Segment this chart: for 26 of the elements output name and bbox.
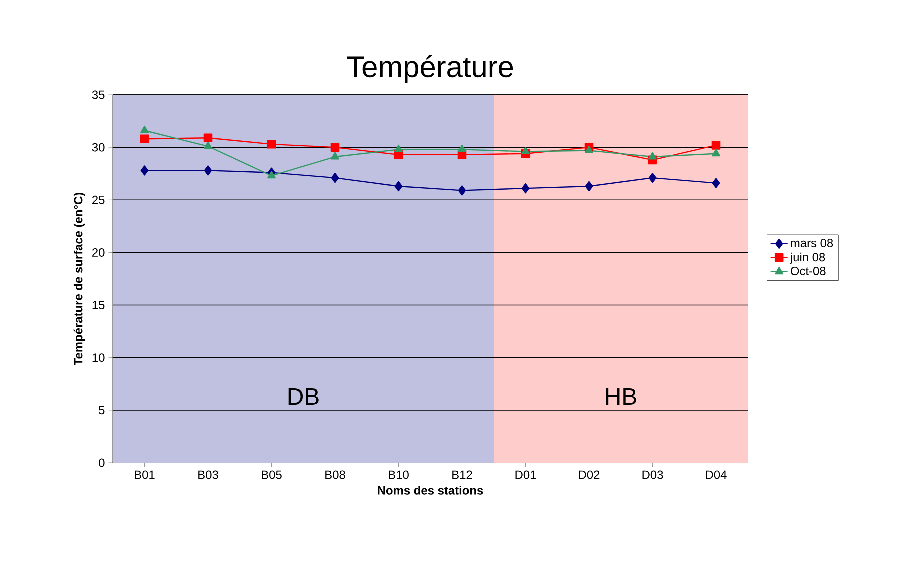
y-tick-label: 35 <box>92 90 105 100</box>
x-tick-label: B01 <box>135 470 155 480</box>
x-tick-label: D03 <box>642 470 664 480</box>
x-axis-title: Noms des stations <box>378 486 484 495</box>
band-label: DB <box>288 388 319 405</box>
y-tick-label: 15 <box>92 301 105 310</box>
y-tick-label: 25 <box>92 196 105 204</box>
band-label: HB <box>606 388 636 405</box>
x-tick-label: D02 <box>579 470 600 480</box>
legend-label: mars 08 <box>791 239 834 248</box>
x-tick-label: D01 <box>516 470 536 480</box>
x-tick-label: B10 <box>389 470 409 480</box>
x-tick-label: B05 <box>262 470 282 480</box>
y-tick-label: 20 <box>92 248 105 257</box>
x-tick-label: B03 <box>198 470 218 480</box>
x-tick-label: D04 <box>706 470 727 480</box>
y-axis-title: Température de surface (en°C) <box>74 192 86 366</box>
y-tick-label: 5 <box>99 406 105 415</box>
x-tick-label: B08 <box>326 470 346 480</box>
x-tick-label: B12 <box>452 470 472 480</box>
legend-label: juin 08 <box>790 252 826 264</box>
y-tick-label: 0 <box>99 458 105 468</box>
y-tick-label: 10 <box>92 354 105 362</box>
y-tick-label: 30 <box>92 143 105 152</box>
chart-title: Température <box>347 55 514 84</box>
legend-label: Oct-08 <box>791 267 826 276</box>
